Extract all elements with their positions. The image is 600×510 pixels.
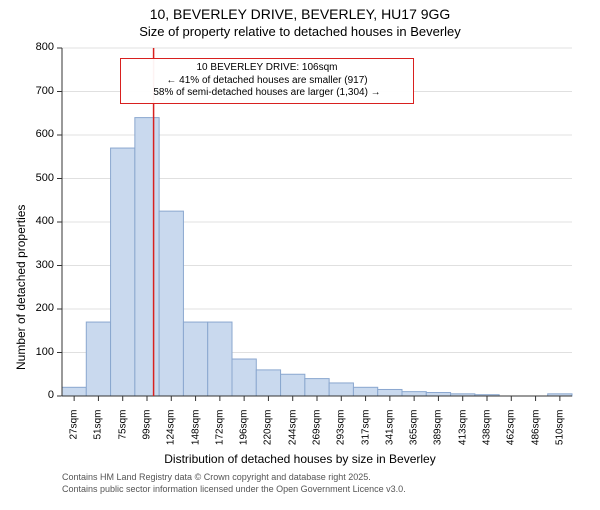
y-tick-label: 700	[36, 85, 54, 97]
y-tick-label: 500	[36, 172, 54, 184]
x-tick-label: 462sqm	[506, 410, 517, 510]
y-tick-label: 600	[36, 128, 54, 140]
chart-container: 10, BEVERLEY DRIVE, BEVERLEY, HU17 9GG S…	[0, 0, 600, 500]
y-tick-label: 800	[36, 41, 54, 53]
x-tick-label: 172sqm	[214, 410, 225, 510]
x-tick-label: 510sqm	[554, 410, 565, 510]
x-tick-label: 486sqm	[530, 410, 541, 510]
x-tick-label: 365sqm	[409, 410, 420, 510]
x-tick-label: 196sqm	[239, 410, 250, 510]
x-tick-label: 293sqm	[336, 410, 347, 510]
x-tick-label: 244sqm	[287, 410, 298, 510]
y-axis-label: Number of detached properties	[14, 205, 28, 370]
y-tick-label: 0	[48, 389, 54, 401]
x-tick-label: 75sqm	[117, 410, 128, 510]
x-tick-label: 341sqm	[384, 410, 395, 510]
x-tick-label: 220sqm	[263, 410, 274, 510]
footer-line2: Contains public sector information licen…	[62, 484, 406, 494]
y-tick-label: 200	[36, 302, 54, 314]
x-tick-label: 389sqm	[433, 410, 444, 510]
annotation-line2: ← 41% of detached houses are smaller (91…	[127, 75, 407, 88]
x-tick-label: 269sqm	[312, 410, 323, 510]
annotation-line3: 58% of semi-detached houses are larger (…	[127, 87, 407, 100]
x-tick-label: 99sqm	[142, 410, 153, 510]
y-tick-label: 300	[36, 259, 54, 271]
x-tick-label: 148sqm	[190, 410, 201, 510]
x-tick-label: 51sqm	[93, 410, 104, 510]
x-tick-label: 124sqm	[166, 410, 177, 510]
marker-annotation: 10 BEVERLEY DRIVE: 106sqm ← 41% of detac…	[120, 58, 414, 104]
x-tick-label: 438sqm	[482, 410, 493, 510]
annotation-line1: 10 BEVERLEY DRIVE: 106sqm	[127, 62, 407, 75]
x-tick-label: 317sqm	[360, 410, 371, 510]
x-tick-label: 27sqm	[69, 410, 80, 510]
y-tick-label: 100	[36, 346, 54, 358]
x-tick-label: 413sqm	[457, 410, 468, 510]
y-tick-label: 400	[36, 215, 54, 227]
